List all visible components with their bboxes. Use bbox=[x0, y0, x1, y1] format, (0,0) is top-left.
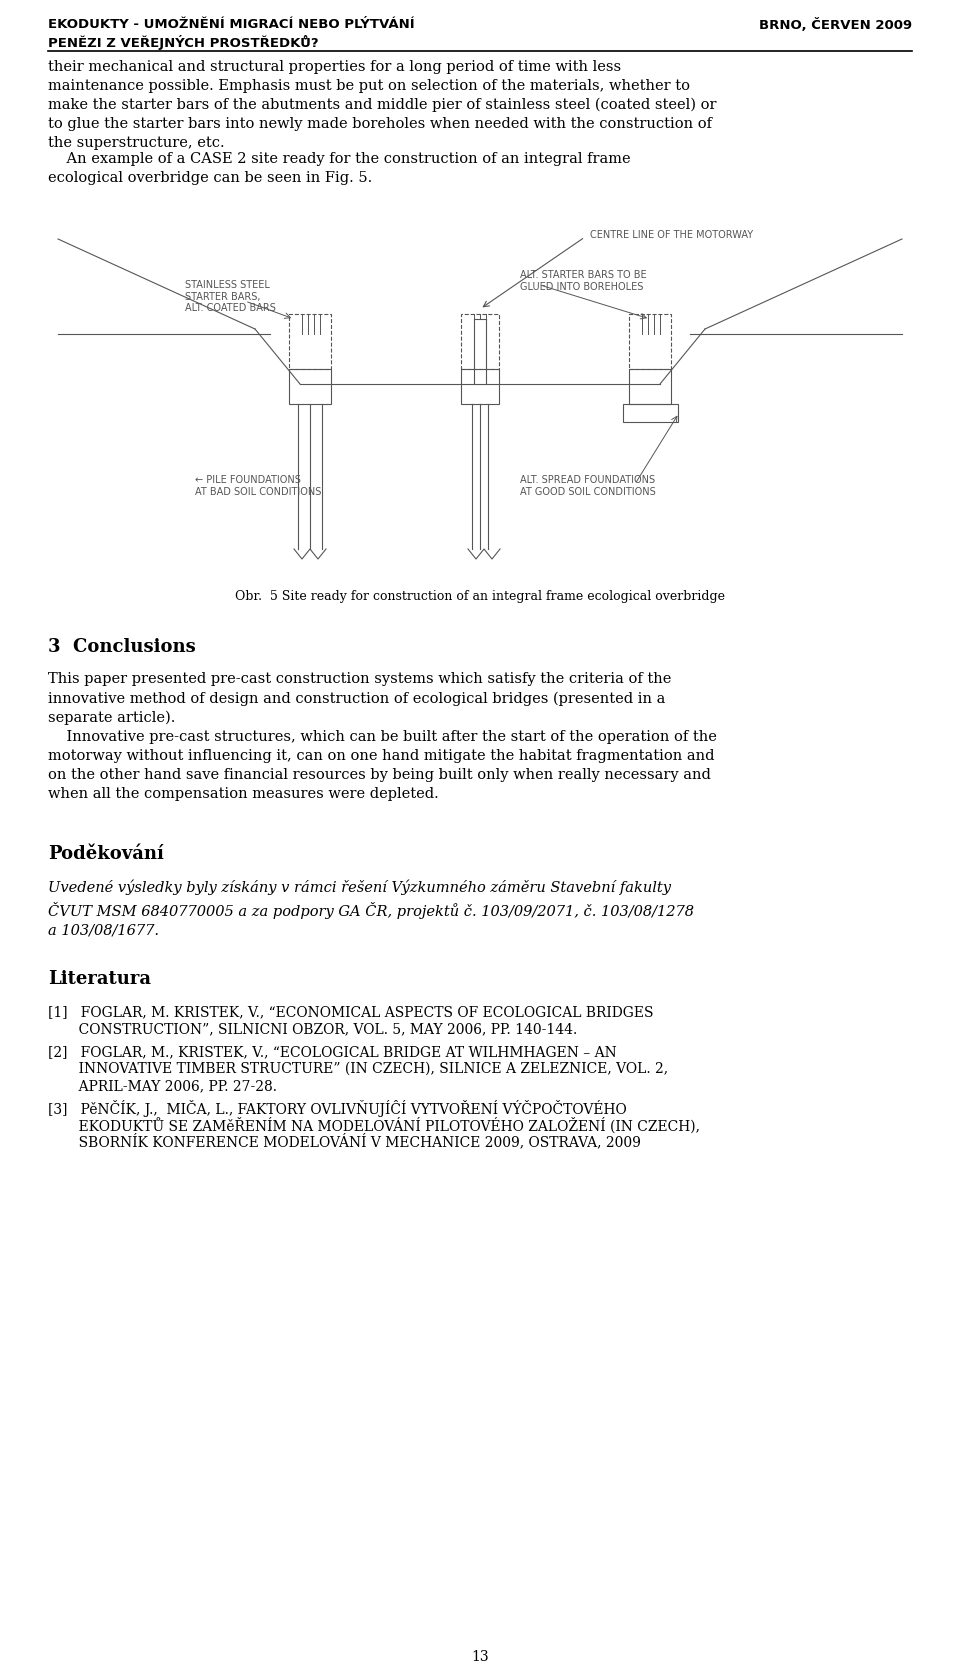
Text: EKODUKTY - UMOŽNĚNÍ MIGRACÍ NEBO PLÝTVÁNÍ
PENĚZI Z VEŘEJNÝCH PROSTŘEDKŮ?: EKODUKTY - UMOŽNĚNÍ MIGRACÍ NEBO PLÝTVÁN… bbox=[48, 18, 415, 50]
Text: ALT. SPREAD FOUNDATIONS
AT GOOD SOIL CONDITIONS: ALT. SPREAD FOUNDATIONS AT GOOD SOIL CON… bbox=[520, 475, 656, 496]
Bar bbox=[289, 314, 331, 370]
Text: 13: 13 bbox=[471, 1650, 489, 1663]
Text: CENTRE LINE OF THE MOTORWAY: CENTRE LINE OF THE MOTORWAY bbox=[590, 230, 754, 240]
Bar bbox=[623, 405, 678, 423]
Text: This paper presented pre-cast construction systems which satisfy the criteria of: This paper presented pre-cast constructi… bbox=[48, 672, 671, 724]
Bar bbox=[629, 370, 671, 405]
Text: [3]   PěNČÍK, J.,  MIČA, L., FAKTORY OVLIVŇUJÍĈÍ VYTVOŘENÍ VÝČPOČTOVÉHO: [3] PěNČÍK, J., MIČA, L., FAKTORY OVLIVŇ… bbox=[48, 1099, 627, 1116]
Text: [1]   FOGLAR, M. KRISTEK, V., “ECONOMICAL ASPECTS OF ECOLOGICAL BRIDGES: [1] FOGLAR, M. KRISTEK, V., “ECONOMICAL … bbox=[48, 1005, 654, 1018]
Text: APRIL-MAY 2006, PP. 27-28.: APRIL-MAY 2006, PP. 27-28. bbox=[48, 1079, 277, 1092]
Text: Poděkování: Poděkování bbox=[48, 845, 164, 862]
Text: EKODUKTŮ SE ZAMěŘENÍM NA MODELOVÁNÍ PILOTOVÉHO ZALOŽENÍ (IN CZECH),: EKODUKTŮ SE ZAMěŘENÍM NA MODELOVÁNÍ PILO… bbox=[48, 1116, 700, 1132]
Text: INNOVATIVE TIMBER STRUCTURE” (IN CZECH), SILNICE A ZELEZNICE, VOL. 2,: INNOVATIVE TIMBER STRUCTURE” (IN CZECH),… bbox=[48, 1062, 668, 1075]
Text: STAINLESS STEEL
STARTER BARS,
ALT. COATED BARS: STAINLESS STEEL STARTER BARS, ALT. COATE… bbox=[185, 281, 276, 312]
Text: ALT. STARTER BARS TO BE
GLUED INTO BOREHOLES: ALT. STARTER BARS TO BE GLUED INTO BOREH… bbox=[520, 270, 647, 291]
Bar bbox=[289, 370, 331, 405]
Text: [2]   FOGLAR, M., KRISTEK, V., “ECOLOGICAL BRIDGE AT WILHMHAGEN – AN: [2] FOGLAR, M., KRISTEK, V., “ECOLOGICAL… bbox=[48, 1045, 616, 1058]
Bar bbox=[461, 370, 499, 405]
Text: Literatura: Literatura bbox=[48, 969, 151, 988]
Bar bbox=[629, 314, 671, 370]
Text: their mechanical and structural properties for a long period of time with less
m: their mechanical and structural properti… bbox=[48, 60, 716, 150]
Text: BRNO, ČERVEN 2009: BRNO, ČERVEN 2009 bbox=[758, 18, 912, 32]
Text: Innovative pre-cast structures, which can be built after the start of the operat: Innovative pre-cast structures, which ca… bbox=[48, 729, 717, 800]
Text: Obr.  5 Site ready for construction of an integral frame ecological overbridge: Obr. 5 Site ready for construction of an… bbox=[235, 590, 725, 603]
Text: An example of a CASE 2 site ready for the construction of an integral frame
ecol: An example of a CASE 2 site ready for th… bbox=[48, 151, 631, 185]
Text: SBORNÍK KONFERENCE MODELOVÁNÍ V MECHANICE 2009, OSTRAVA, 2009: SBORNÍK KONFERENCE MODELOVÁNÍ V MECHANIC… bbox=[48, 1134, 641, 1149]
Text: ← PILE FOUNDATIONS
AT BAD SOIL CONDITIONS: ← PILE FOUNDATIONS AT BAD SOIL CONDITION… bbox=[195, 475, 322, 496]
Bar bbox=[461, 314, 499, 370]
Text: CONSTRUCTION”, SILNICNI OBZOR, VOL. 5, MAY 2006, PP. 140-144.: CONSTRUCTION”, SILNICNI OBZOR, VOL. 5, M… bbox=[48, 1021, 577, 1035]
Text: 3  Conclusions: 3 Conclusions bbox=[48, 638, 196, 655]
Text: Uvedené výsledky byly získány v rámci řešení Výzkumného záměru Stavební fakulty
: Uvedené výsledky byly získány v rámci ře… bbox=[48, 879, 694, 937]
